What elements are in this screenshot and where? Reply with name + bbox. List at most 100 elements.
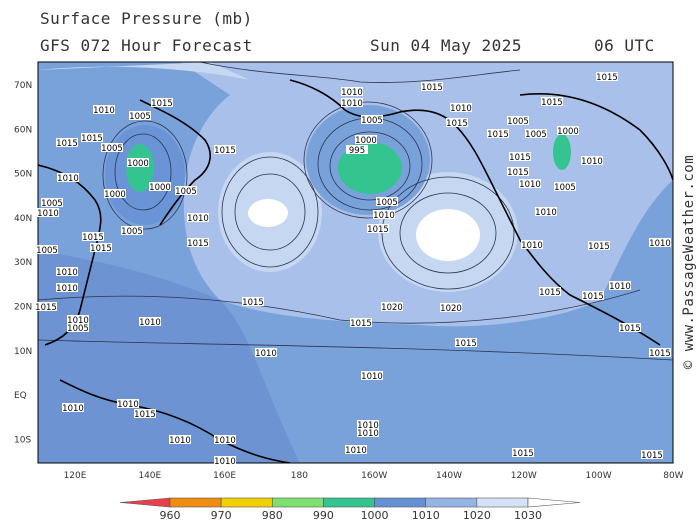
isobar-label: 1015 xyxy=(367,225,389,235)
colorbar-segment xyxy=(323,497,375,508)
colorbar-segment xyxy=(271,497,324,508)
isobar-label: 1010 xyxy=(56,284,78,294)
isobar-label: 1005 xyxy=(361,116,383,126)
colorbar-segment xyxy=(425,497,478,508)
isobar-label: 1015 xyxy=(56,139,78,149)
isobar-label-bg xyxy=(82,232,104,241)
isobar-label-bg xyxy=(507,116,529,125)
field-low-core xyxy=(126,144,154,192)
lat-label: 10N xyxy=(14,347,32,357)
isobar-label: 1020 xyxy=(381,303,403,313)
isobar-label: 1010 xyxy=(373,211,395,221)
isobar-label: 1015 xyxy=(350,319,372,329)
isobar-label: 1015 xyxy=(641,451,663,461)
isobar-label-bg xyxy=(641,450,663,459)
isobar-label: 1010 xyxy=(357,421,379,431)
isobar-label-bg xyxy=(151,98,173,107)
lat-label: 60N xyxy=(14,125,32,135)
isobar-label-bg xyxy=(41,198,63,207)
isobar-label: 1015 xyxy=(487,130,509,140)
isobar-label-bg xyxy=(121,226,143,235)
isobar-label-bg xyxy=(36,245,58,254)
isobar-label-bg xyxy=(169,435,191,444)
isobar-label: 1010 xyxy=(62,404,84,414)
field-tropics xyxy=(38,250,300,463)
isobar-label: 1010 xyxy=(609,282,631,292)
field-high-core xyxy=(416,209,480,261)
isobar-label: 1000 xyxy=(355,136,377,146)
isobar-label: 1010 xyxy=(56,268,78,278)
isobar-label: 1015 xyxy=(588,242,610,252)
isobar-label: 1005 xyxy=(525,130,547,140)
field-low-core xyxy=(338,142,402,194)
isobar-label: 1015 xyxy=(134,410,156,420)
isobar-label: 1000 xyxy=(557,127,579,137)
isobar-label: 1015 xyxy=(455,339,477,349)
isobar-label-bg xyxy=(361,115,383,124)
isobar-label: 1015 xyxy=(81,134,103,144)
isobar-label-bg xyxy=(81,133,103,142)
isobar-label: 1010 xyxy=(117,400,139,410)
isobar-label: 1015 xyxy=(541,98,563,108)
isobar-label-bg xyxy=(357,428,379,437)
isobar-label-bg xyxy=(255,348,277,357)
isobar-label-bg xyxy=(512,448,534,457)
isobar-label: 1005 xyxy=(554,183,576,193)
time: 06 UTC xyxy=(594,36,655,55)
isobar-label: 1010 xyxy=(67,316,89,326)
subtitle: GFS 072 Hour Forecast xyxy=(40,36,253,55)
isobar-label: 1005 xyxy=(376,198,398,208)
isobar-label-bg xyxy=(214,435,236,444)
isobar-label: 1005 xyxy=(36,246,58,256)
isobar-label-bg xyxy=(440,303,462,312)
isobar-label: 1010 xyxy=(169,436,191,446)
isobar-label: 1010 xyxy=(93,106,115,116)
isobar-label-bg xyxy=(535,207,557,216)
isobar-label: 1000 xyxy=(104,190,126,200)
isobar-label-bg xyxy=(127,158,149,167)
isobar-label: 1010 xyxy=(187,214,209,224)
colorbar-low-end xyxy=(119,497,171,508)
map-frame xyxy=(37,61,674,464)
colorbar-label: 980 xyxy=(262,509,283,522)
isobar-label-bg xyxy=(619,323,641,332)
isobar-label-bg xyxy=(446,118,468,127)
isobar-label: 1010 xyxy=(345,446,367,456)
isobar-label-bg xyxy=(509,152,531,161)
isobar-label-bg xyxy=(129,111,151,120)
isobar-label-bg xyxy=(345,445,367,454)
isobar-label: 1015 xyxy=(214,146,236,156)
isobar-label-bg xyxy=(367,224,389,233)
colorbar-label: 1020 xyxy=(463,509,491,522)
title: Surface Pressure (mb) xyxy=(40,9,253,28)
isobar-label: 1015 xyxy=(507,168,529,178)
isobar-label: 1010 xyxy=(450,104,472,114)
colorbar-segment xyxy=(169,497,222,508)
lon-label: 120E xyxy=(64,471,87,481)
isobar-label: 1015 xyxy=(512,449,534,459)
isobar-label-bg xyxy=(214,456,236,465)
colorbar-segment xyxy=(476,497,529,508)
isobar-label: 1015 xyxy=(539,288,561,298)
colorbar-label: 970 xyxy=(211,509,232,522)
isobar-label: 1015 xyxy=(187,239,209,249)
isobar-label: 995 xyxy=(349,146,365,156)
isobar-label: 1010 xyxy=(581,157,603,167)
isobar-label: 1010 xyxy=(521,241,543,251)
lon-label: 100W xyxy=(586,471,612,481)
isobar-label: 1010 xyxy=(357,429,379,439)
isobar-label-bg xyxy=(373,210,395,219)
isobar-labels: 1015101510101010101010151005101010151005… xyxy=(35,72,671,467)
isobar-label-bg xyxy=(609,281,631,290)
isobar-label-bg xyxy=(350,318,372,327)
isobar-label-bg xyxy=(649,348,671,357)
isobar-label-bg xyxy=(507,167,529,176)
isobar-label: 1010 xyxy=(519,180,541,190)
isobar-label: 1015 xyxy=(596,73,618,83)
lat-label: EQ xyxy=(14,391,27,401)
isobar-label: 1010 xyxy=(214,457,236,467)
isobar-label-bg xyxy=(175,186,197,195)
isobar-label: 1005 xyxy=(129,112,151,122)
isobar-label-bg xyxy=(35,302,57,311)
